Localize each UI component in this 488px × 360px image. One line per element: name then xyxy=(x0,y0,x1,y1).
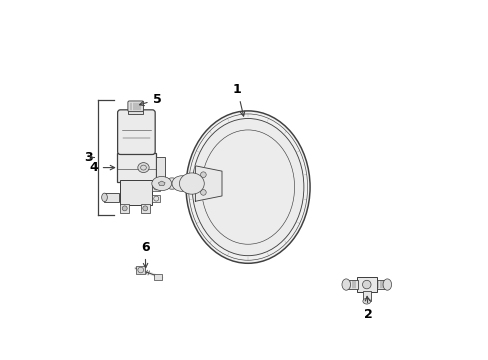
Ellipse shape xyxy=(200,172,206,177)
Ellipse shape xyxy=(341,279,350,290)
FancyBboxPatch shape xyxy=(118,110,155,154)
Bar xyxy=(136,266,145,274)
Ellipse shape xyxy=(382,279,391,290)
Text: 1: 1 xyxy=(233,83,244,116)
Bar xyxy=(152,195,160,202)
Ellipse shape xyxy=(122,206,127,211)
Bar xyxy=(104,193,119,202)
Text: 5: 5 xyxy=(139,93,161,106)
Ellipse shape xyxy=(164,178,179,189)
Bar xyxy=(120,204,129,213)
Polygon shape xyxy=(195,166,222,201)
Bar xyxy=(128,109,143,114)
Text: 6: 6 xyxy=(141,241,149,268)
Ellipse shape xyxy=(172,176,191,192)
Ellipse shape xyxy=(192,118,303,256)
Text: 3: 3 xyxy=(84,151,93,164)
Bar xyxy=(376,280,386,289)
FancyBboxPatch shape xyxy=(128,101,143,112)
Bar xyxy=(154,274,162,280)
Ellipse shape xyxy=(151,176,171,191)
Text: 4: 4 xyxy=(89,161,114,174)
Bar xyxy=(141,204,149,213)
Bar xyxy=(346,280,357,289)
Ellipse shape xyxy=(102,193,107,202)
Ellipse shape xyxy=(362,280,370,289)
Ellipse shape xyxy=(185,111,309,263)
Bar xyxy=(152,184,160,191)
Bar xyxy=(120,180,152,205)
Text: 2: 2 xyxy=(364,296,372,321)
Bar xyxy=(362,291,370,301)
Ellipse shape xyxy=(362,298,370,304)
Bar xyxy=(117,153,156,182)
Ellipse shape xyxy=(179,173,204,194)
Ellipse shape xyxy=(200,190,206,195)
Ellipse shape xyxy=(142,206,147,211)
Bar xyxy=(156,157,164,178)
Ellipse shape xyxy=(138,163,149,172)
Polygon shape xyxy=(158,181,165,185)
Bar xyxy=(356,277,376,292)
